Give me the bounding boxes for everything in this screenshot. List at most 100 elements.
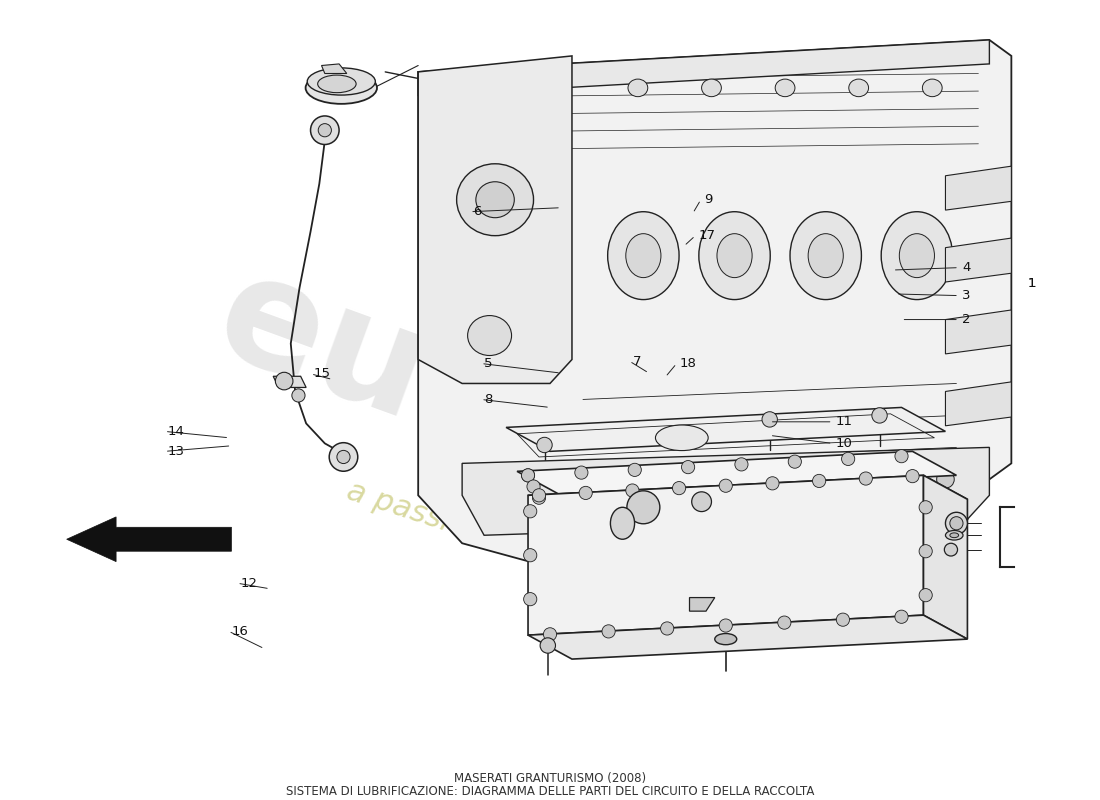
Circle shape — [527, 480, 540, 493]
Circle shape — [532, 489, 546, 502]
Circle shape — [762, 412, 778, 427]
Circle shape — [726, 470, 744, 488]
Circle shape — [842, 452, 855, 466]
Ellipse shape — [881, 212, 953, 299]
Circle shape — [872, 408, 888, 423]
Text: 9: 9 — [704, 194, 712, 206]
Circle shape — [575, 466, 589, 479]
Circle shape — [719, 479, 733, 492]
Ellipse shape — [715, 634, 737, 645]
Text: 18: 18 — [680, 357, 696, 370]
Circle shape — [532, 491, 546, 504]
Ellipse shape — [776, 79, 795, 97]
Circle shape — [766, 477, 779, 490]
Text: 11: 11 — [836, 415, 852, 428]
Text: SISTEMA DI LUBRIFICAZIONE: DIAGRAMMA DELLE PARTI DEL CIRCUITO E DELLA RACCOLTA: SISTEMA DI LUBRIFICAZIONE: DIAGRAMMA DEL… — [286, 786, 814, 798]
Ellipse shape — [610, 507, 635, 539]
Text: 2: 2 — [961, 313, 970, 326]
Circle shape — [524, 505, 537, 518]
Polygon shape — [418, 56, 572, 383]
Ellipse shape — [945, 543, 957, 556]
Circle shape — [628, 463, 641, 477]
Circle shape — [867, 470, 884, 488]
Circle shape — [602, 625, 615, 638]
Ellipse shape — [849, 79, 869, 97]
Circle shape — [656, 470, 673, 488]
Circle shape — [789, 455, 802, 468]
Circle shape — [661, 622, 674, 635]
Text: 5: 5 — [484, 357, 493, 370]
Polygon shape — [528, 615, 967, 659]
Circle shape — [337, 450, 350, 463]
Polygon shape — [946, 238, 1011, 282]
Ellipse shape — [702, 79, 722, 97]
Circle shape — [524, 593, 537, 606]
Polygon shape — [321, 64, 346, 74]
Circle shape — [937, 470, 954, 488]
Text: 12: 12 — [240, 577, 257, 590]
Circle shape — [540, 638, 556, 653]
Ellipse shape — [808, 234, 844, 278]
Circle shape — [318, 124, 331, 137]
Text: 17: 17 — [698, 229, 715, 242]
Circle shape — [859, 472, 872, 485]
Polygon shape — [528, 475, 967, 519]
Circle shape — [292, 389, 305, 402]
Ellipse shape — [318, 75, 356, 93]
Circle shape — [672, 482, 685, 494]
Ellipse shape — [949, 533, 958, 538]
Ellipse shape — [656, 425, 708, 450]
Ellipse shape — [698, 212, 770, 299]
Polygon shape — [924, 475, 967, 639]
Ellipse shape — [900, 234, 935, 278]
Circle shape — [627, 491, 660, 524]
Circle shape — [521, 469, 535, 482]
Text: 10: 10 — [836, 437, 852, 450]
Circle shape — [682, 461, 695, 474]
Circle shape — [524, 549, 537, 562]
Text: 7: 7 — [632, 354, 641, 367]
Circle shape — [626, 484, 639, 497]
Ellipse shape — [607, 212, 679, 299]
Circle shape — [719, 619, 733, 632]
Ellipse shape — [476, 182, 515, 218]
Circle shape — [329, 442, 358, 471]
Circle shape — [946, 512, 967, 534]
Circle shape — [275, 372, 293, 390]
Circle shape — [537, 438, 552, 453]
Circle shape — [579, 486, 592, 499]
Text: 6: 6 — [473, 206, 482, 218]
Polygon shape — [462, 447, 989, 535]
Text: a passion for cars since 1985: a passion for cars since 1985 — [343, 477, 777, 642]
Circle shape — [813, 474, 826, 487]
Text: 1: 1 — [1027, 277, 1036, 290]
Circle shape — [949, 517, 962, 530]
Circle shape — [895, 450, 909, 462]
Ellipse shape — [626, 234, 661, 278]
Circle shape — [310, 116, 339, 145]
Text: 3: 3 — [961, 289, 970, 302]
Polygon shape — [506, 407, 946, 451]
Polygon shape — [690, 598, 715, 611]
Ellipse shape — [307, 68, 375, 95]
Circle shape — [692, 492, 712, 511]
Polygon shape — [273, 376, 306, 387]
Text: 8: 8 — [484, 393, 493, 406]
Text: 1: 1 — [1027, 277, 1036, 290]
Circle shape — [920, 589, 933, 602]
Ellipse shape — [946, 530, 962, 540]
Polygon shape — [946, 166, 1011, 210]
Polygon shape — [946, 310, 1011, 354]
Text: MASERATI GRANTURISMO (2008): MASERATI GRANTURISMO (2008) — [454, 773, 646, 786]
Circle shape — [521, 469, 535, 482]
Polygon shape — [946, 382, 1011, 426]
Ellipse shape — [923, 79, 943, 97]
Text: europes: europes — [197, 240, 903, 618]
Circle shape — [585, 470, 603, 488]
Circle shape — [906, 470, 920, 482]
Ellipse shape — [717, 234, 752, 278]
Circle shape — [543, 628, 557, 641]
Circle shape — [920, 545, 933, 558]
Text: 16: 16 — [231, 625, 249, 638]
Circle shape — [920, 501, 933, 514]
